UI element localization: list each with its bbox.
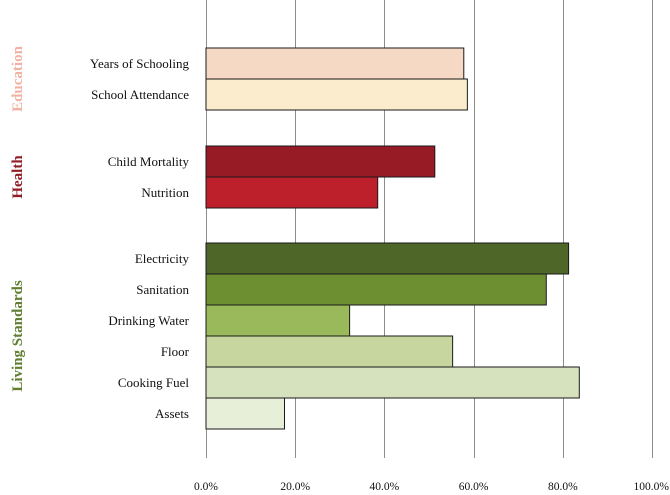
bar-floor bbox=[205, 335, 454, 368]
category-label-drinking-water: Drinking Water bbox=[108, 313, 189, 328]
x-tick-labels: 0.0% 20.0% 40.0% 60.0% 80.0% 100.0% bbox=[194, 481, 669, 493]
bar-years-of-schooling bbox=[205, 47, 465, 80]
category-label-child-mortality: Child Mortality bbox=[108, 154, 190, 169]
group-label-education: Education bbox=[10, 45, 26, 112]
bar-cooking-fuel bbox=[205, 366, 580, 399]
bar-nutrition bbox=[205, 176, 379, 209]
group-label-living-standards: Living Standards bbox=[10, 280, 26, 391]
bar-group-living-standards: Electricity Sanitation Drinking Water Floor… bbox=[108, 242, 580, 430]
x-tick-label: 60.0% bbox=[459, 481, 489, 493]
category-label-electricity: Electricity bbox=[135, 251, 190, 266]
category-label-cooking-fuel: Cooking Fuel bbox=[118, 375, 190, 390]
x-tick-label: 0.0% bbox=[194, 481, 218, 493]
bar-drinking-water bbox=[205, 304, 351, 337]
category-label-assets: Assets bbox=[155, 406, 189, 421]
bar-sanitation bbox=[205, 273, 547, 306]
category-label-nutrition: Nutrition bbox=[141, 185, 189, 200]
x-tick-label: 20.0% bbox=[280, 481, 310, 493]
category-label-sanitation: Sanitation bbox=[136, 282, 189, 297]
bar-child-mortality bbox=[205, 145, 436, 178]
category-label-years-of-schooling: Years of Schooling bbox=[90, 56, 190, 71]
bar-assets bbox=[205, 397, 285, 430]
category-label-school-attendance: School Attendance bbox=[91, 87, 189, 102]
bar-group-health: Child Mortality Nutrition bbox=[108, 145, 436, 209]
bar-electricity bbox=[205, 242, 570, 275]
x-tick-label: 100.0% bbox=[634, 481, 670, 493]
bar-group-education: Years of Schooling School Attendance bbox=[90, 47, 468, 111]
group-label-health: Health bbox=[10, 155, 26, 199]
x-tick-label: 40.0% bbox=[370, 481, 400, 493]
bar-school-attendance bbox=[205, 78, 468, 111]
x-tick-label: 80.0% bbox=[548, 481, 578, 493]
category-label-floor: Floor bbox=[161, 344, 190, 359]
